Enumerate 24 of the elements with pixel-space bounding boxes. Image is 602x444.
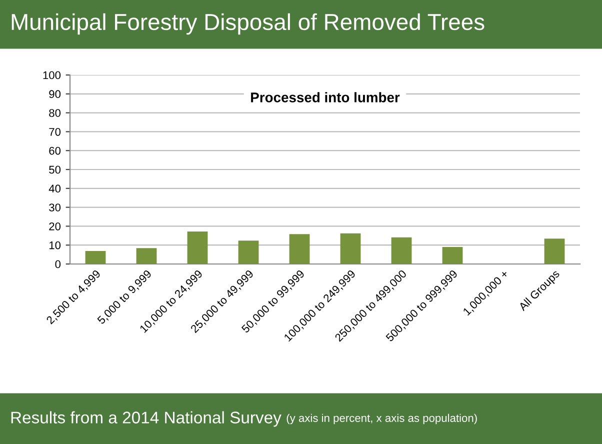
y-tick-label: 30 [49, 204, 61, 212]
y-tick-label: 10 [49, 241, 61, 250]
y-tick-label: 60 [49, 146, 61, 155]
y-tick-label: 20 [49, 222, 61, 230]
y-tick-label: 0 [55, 260, 61, 268]
y-tick-label: 50 [49, 166, 61, 174]
bar [544, 238, 565, 264]
y-tick-label: 100 [43, 71, 61, 80]
bar [442, 246, 463, 264]
bar [391, 237, 412, 264]
text: Processed into lumber [251, 92, 400, 102]
text: (y axis in percent, x axis as population) [286, 414, 477, 424]
text: Results from a 2014 National Survey [11, 411, 282, 427]
y-tick-label: 70 [49, 128, 61, 136]
bar [289, 234, 310, 264]
y-tick-label: 90 [49, 90, 61, 98]
y-tick-label: 40 [48, 184, 61, 193]
chart-title: Municipal Forestry Disposal of Removed Trees [12, 13, 484, 35]
bar [136, 248, 157, 264]
bar [85, 250, 106, 264]
bar [340, 233, 361, 264]
bar [187, 231, 208, 264]
y-tick-label: 80 [49, 109, 61, 117]
bar [238, 240, 259, 264]
